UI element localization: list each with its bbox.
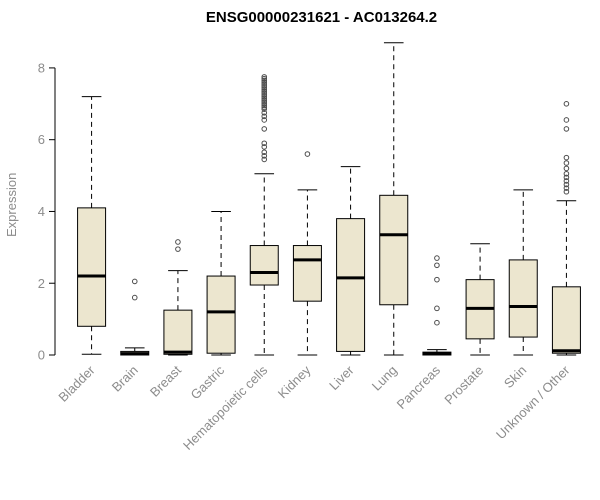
- x-category-label: Lung: [369, 363, 400, 394]
- outlier-point: [261, 140, 268, 147]
- box: [551, 286, 581, 354]
- x-category-label: Liver: [326, 362, 357, 393]
- outlier-point: [131, 294, 138, 301]
- outlier-point: [434, 276, 440, 283]
- outlier-point: [261, 95, 268, 102]
- outlier-point: [563, 181, 570, 188]
- outlier-point: [261, 101, 268, 107]
- outlier-point: [261, 74, 268, 80]
- x-category-label: Gastric: [187, 362, 227, 402]
- x-category-label: Skin: [501, 363, 529, 391]
- outlier-point: [261, 144, 268, 150]
- outlier-point: [261, 97, 268, 104]
- x-category-label: Hematopoietic cells: [180, 362, 271, 453]
- box-group-bladder: Bladder: [55, 96, 107, 405]
- outlier-point: [261, 106, 268, 112]
- outlier-point: [261, 88, 268, 95]
- chart-title: ENSG00000231621 - AC013264.2: [205, 9, 438, 26]
- y-tick-label: 4: [38, 204, 45, 219]
- box-group-brain: Brain: [109, 278, 150, 395]
- outlier-point: [261, 126, 268, 132]
- box: [77, 207, 107, 327]
- outlier-point: [563, 101, 570, 107]
- box-group-gastric: Gastric: [187, 210, 236, 402]
- outlier-point: [261, 156, 268, 163]
- outlier-point: [563, 117, 570, 123]
- box: [292, 245, 322, 302]
- box-group-breast: Breast: [147, 239, 193, 400]
- outlier-point: [261, 79, 268, 86]
- outlier-point: [434, 255, 440, 261]
- outlier-point: [261, 75, 268, 82]
- outlier-point: [261, 81, 268, 87]
- box-group-skin: Skin: [501, 189, 538, 391]
- outlier-point: [563, 188, 570, 195]
- outlier-point: [261, 113, 268, 120]
- outlier-point: [261, 90, 268, 96]
- box: [249, 245, 279, 286]
- box: [379, 194, 409, 306]
- outlier-point: [261, 86, 268, 93]
- x-category-label: Kidney: [275, 362, 314, 401]
- outlier-point: [261, 92, 268, 98]
- outlier-point: [563, 185, 570, 191]
- outlier-point: [261, 93, 268, 100]
- outlier-point: [434, 262, 440, 269]
- x-category-label: Pancreas: [394, 362, 444, 412]
- outlier-point: [175, 246, 181, 252]
- x-category-label: Brain: [109, 363, 141, 395]
- outlier-point: [261, 77, 268, 84]
- outlier-point: [563, 174, 570, 181]
- y-tick-label: 6: [38, 132, 45, 147]
- outlier-point: [261, 99, 268, 105]
- outlier-point: [563, 160, 570, 166]
- outlier-point: [261, 102, 268, 109]
- x-category-label: Breast: [147, 362, 184, 399]
- x-category-label: Prostate: [441, 363, 486, 408]
- box: [336, 218, 366, 352]
- box: [206, 275, 236, 354]
- outlier-point: [261, 84, 268, 91]
- box: [163, 309, 193, 355]
- box-group-prostate: Prostate: [441, 243, 495, 408]
- outlier-point: [563, 178, 570, 184]
- outlier-point: [261, 117, 268, 123]
- outlier-point: [434, 305, 440, 312]
- outlier-point: [261, 83, 268, 89]
- outlier-point: [563, 170, 570, 177]
- y-tick-label: 0: [38, 348, 45, 363]
- outlier-point: [434, 319, 440, 326]
- box: [508, 259, 538, 338]
- box-group-lung: Lung: [369, 42, 409, 394]
- outlier-point: [304, 151, 311, 157]
- box-group-liver: Liver: [326, 166, 366, 393]
- outlier-point: [261, 109, 268, 116]
- outlier-point: [261, 104, 268, 111]
- outlier-point: [563, 126, 570, 132]
- outlier-point: [261, 153, 268, 159]
- outlier-point: [175, 239, 181, 245]
- y-tick-label: 2: [38, 276, 45, 291]
- outlier-point: [261, 149, 268, 156]
- x-category-label: Bladder: [55, 362, 98, 405]
- outlier-point: [131, 278, 138, 285]
- outlier-point: [563, 165, 570, 172]
- outlier-point: [563, 154, 570, 161]
- y-tick-label: 8: [38, 60, 45, 75]
- x-category-label: Unknown / Other: [493, 362, 573, 442]
- box-group-kidney: Kidney: [275, 151, 322, 401]
